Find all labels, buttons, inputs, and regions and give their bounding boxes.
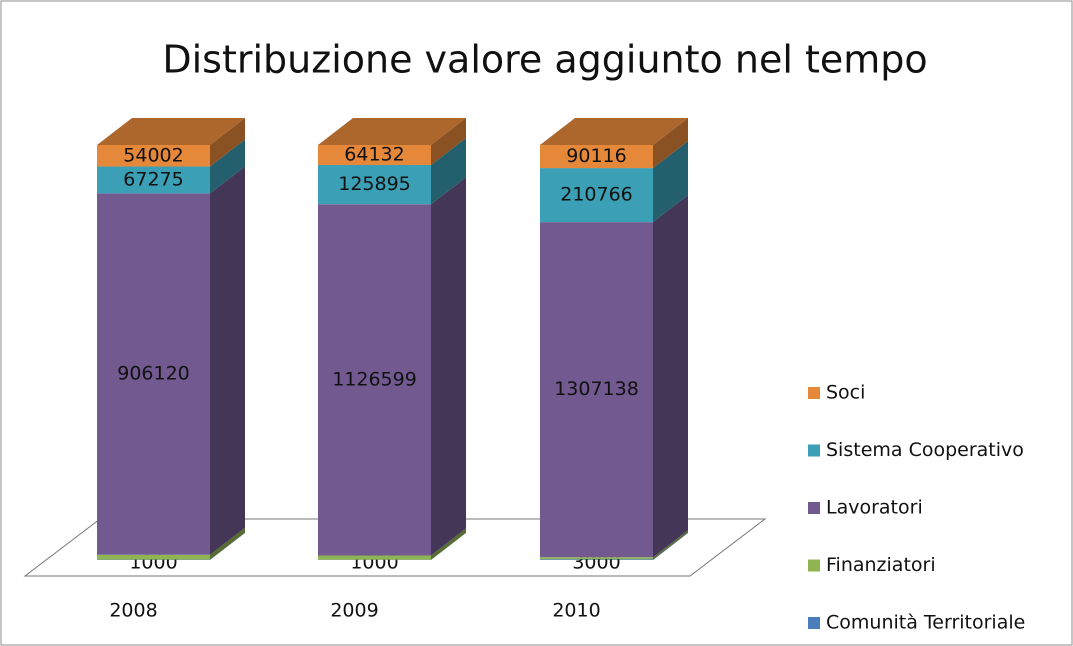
bar-side [210, 166, 245, 555]
bar-side [431, 118, 466, 165]
bar-side [431, 177, 466, 556]
bar [97, 554, 210, 560]
x-tick-label: 2009 [330, 600, 378, 622]
bar-top [540, 118, 688, 145]
legend-swatch [808, 617, 820, 629]
legend-label: Finanziatori [826, 554, 936, 576]
bar [318, 164, 431, 205]
data-label: 125895 [338, 173, 411, 195]
bar [318, 145, 431, 165]
bar-side [210, 527, 245, 560]
bar-side [653, 195, 688, 558]
bar [318, 555, 431, 560]
x-tick-label: 2010 [552, 600, 600, 622]
chart-title: Distribuzione valore aggiunto nel tempo [162, 38, 927, 82]
legend-swatch [808, 502, 820, 514]
bar-side [431, 528, 466, 560]
bar-side [653, 532, 688, 560]
x-tick-label: 2008 [109, 600, 157, 622]
data-label: 906120 [117, 363, 190, 385]
bar-side [210, 532, 245, 560]
bar-side [653, 141, 688, 223]
bar [540, 559, 653, 560]
data-label: 64132 [344, 143, 404, 165]
legend-label: Comunità Territoriale [826, 612, 1025, 634]
bar-top [97, 118, 245, 145]
data-label: 54002 [123, 144, 183, 166]
bar-side [210, 139, 245, 194]
legend-swatch [808, 387, 820, 399]
bar [540, 145, 653, 169]
bar [97, 145, 210, 167]
bar [540, 222, 653, 558]
bar [318, 204, 431, 556]
bar-side [210, 118, 245, 167]
legend-label: Sistema Cooperativo [826, 439, 1024, 461]
bar [540, 168, 653, 223]
legend-label: Soci [826, 382, 865, 404]
bar [97, 166, 210, 194]
legend-label: Lavoratori [826, 497, 923, 519]
bar-side [653, 530, 688, 560]
data-label: 90116 [566, 145, 626, 167]
data-label: 67275 [123, 168, 183, 190]
bar-side [431, 532, 466, 560]
data-label: 1126599 [332, 368, 417, 390]
legend-swatch [808, 444, 820, 457]
bar-side [653, 118, 688, 169]
bar [97, 193, 210, 555]
bar [540, 557, 653, 560]
data-label: 1307138 [554, 378, 639, 400]
bar-side [431, 137, 466, 205]
legend-swatch [808, 559, 820, 572]
data-label: 210766 [560, 184, 633, 206]
bar-top [318, 118, 466, 145]
